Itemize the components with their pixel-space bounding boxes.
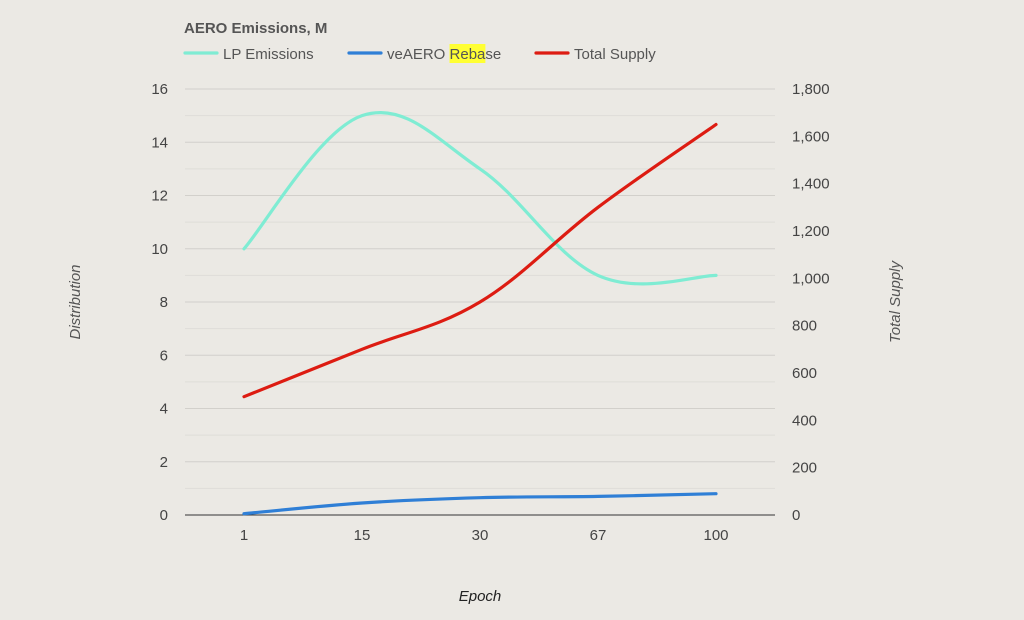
x-axis-title: Epoch: [459, 588, 502, 605]
y2-tick-label: 1,600: [792, 128, 830, 145]
y-tick-label: 2: [160, 454, 168, 471]
y2-tick-label: 200: [792, 460, 817, 477]
legend-label-lp-emissions: LP Emissions: [223, 46, 314, 63]
y-tick-label: 4: [160, 401, 168, 418]
y-tick-label: 14: [151, 134, 168, 151]
y-tick-label: 12: [151, 188, 168, 205]
text-highlight: [449, 44, 486, 63]
y-tick-label: 6: [160, 347, 168, 364]
legend-label-total-supply: Total Supply: [574, 46, 656, 63]
series-line-lp-emissions: [242, 110, 718, 286]
x-axis: 1 15 30 67 100: [240, 527, 729, 544]
y-axis-right: 0 200 400 600 800 1,000 1,200 1,400 1,600 1,800: [792, 81, 830, 524]
series-lines: [242, 110, 718, 516]
x-tick-label: 1: [240, 527, 248, 544]
y2-tick-label: 1,400: [792, 176, 830, 193]
y-tick-label: 8: [160, 294, 168, 311]
x-tick-label: 100: [703, 527, 728, 544]
y2-tick-label: 800: [792, 318, 817, 335]
y2-tick-label: 1,800: [792, 81, 830, 98]
y2-axis-title: Total Supply: [887, 260, 904, 344]
y-tick-label: 10: [151, 241, 168, 258]
y2-tick-label: 0: [792, 507, 800, 524]
y2-tick-label: 400: [792, 412, 817, 429]
y-axis-title: Distribution: [67, 264, 84, 339]
y2-tick-label: 1,200: [792, 223, 830, 240]
x-tick-label: 15: [354, 527, 371, 544]
legend: LP Emissions veAERO Rebase Total Supply: [183, 44, 656, 63]
series-line-total-supply: [242, 122, 718, 399]
y-axis-left: 0 2 4 6 8 10 12 14 16: [151, 81, 168, 524]
x-tick-label: 30: [472, 527, 489, 544]
y-tick-label: 16: [151, 81, 168, 98]
y2-tick-label: 1,000: [792, 270, 830, 287]
x-tick-label: 67: [590, 527, 607, 544]
chart-title: AERO Emissions, M: [184, 20, 327, 37]
legend-label-veaero-rebase: veAERO Rebase: [387, 46, 501, 63]
series-line-veaero-rebase: [242, 492, 718, 516]
y2-tick-label: 600: [792, 365, 817, 382]
y-tick-label: 0: [160, 507, 168, 524]
